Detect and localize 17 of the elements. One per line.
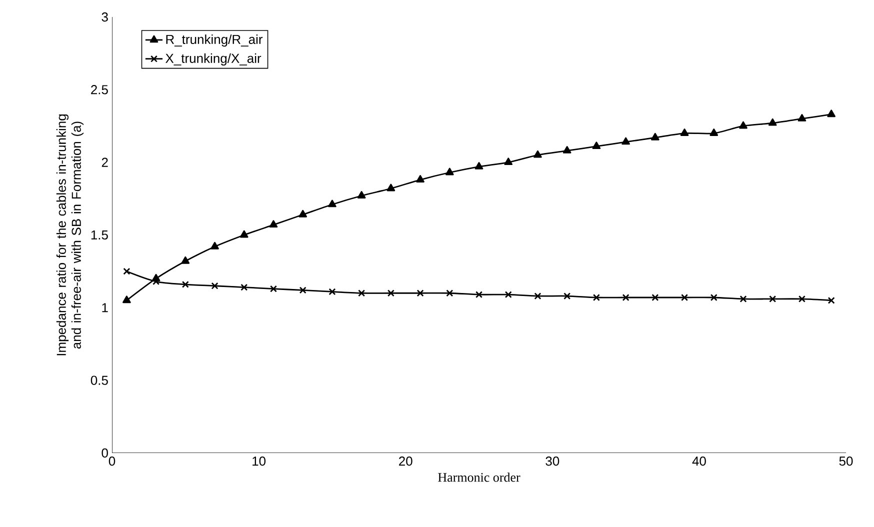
y-tick-label: 1 [102, 303, 108, 312]
y-tick-label: 2 [102, 158, 108, 167]
legend-label: R_trunking/R_air [166, 34, 263, 47]
x-tick-label: 20 [399, 456, 412, 466]
legend-label: X_trunking/X_air [166, 53, 262, 66]
x-tick-label: 40 [692, 456, 706, 466]
x-axis-title: Harmonic order [438, 472, 520, 482]
y-tick-label: 2.5 [91, 85, 108, 94]
y-tick-label: 0 [102, 448, 108, 458]
y-tick-label: 1.5 [91, 230, 108, 240]
x-tick-label: 0 [108, 456, 116, 466]
x-tick-label: 50 [839, 456, 853, 466]
y-tick-label: 3 [102, 12, 108, 22]
y-axis-title: Impedance ratio for the cables in-trunking and in-free-air with SB in Formation (a) [56, 114, 84, 356]
x-tick-label: 30 [546, 456, 560, 466]
y-tick-label: 0.5 [90, 376, 108, 385]
x-tick-label: 10 [252, 456, 266, 466]
